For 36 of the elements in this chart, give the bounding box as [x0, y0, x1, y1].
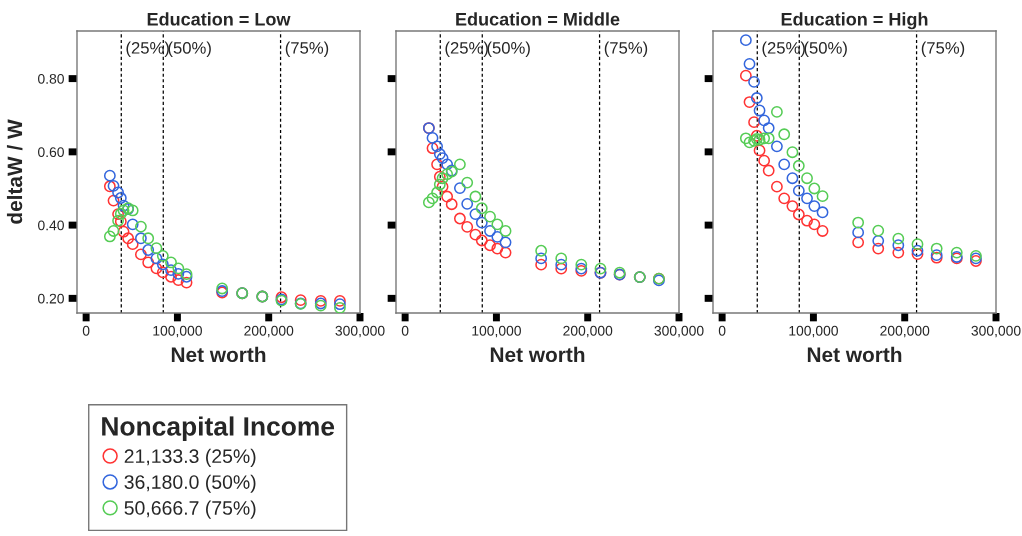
y-tick-label: 0.40: [38, 220, 64, 231]
legend-label: 36,180.0 (50%): [124, 474, 256, 493]
chart-title: Education = Middle: [456, 12, 620, 26]
x-tick-label: 200,000: [244, 325, 294, 338]
x-tick-label: 200,000: [880, 325, 930, 338]
annotation: (25%): [126, 41, 169, 58]
y-tick-label: 0.60: [38, 147, 64, 158]
legend-label: 21,133.3 (25%): [124, 448, 256, 467]
x-axis-title: Net worth: [807, 346, 902, 363]
x-tick-label: 100,000: [789, 325, 838, 338]
annotation: (50%): [804, 41, 847, 58]
x-tick-label: 200,000: [563, 325, 613, 338]
annotation: (75%): [604, 41, 648, 58]
x-tick-label: 300,000: [971, 325, 1021, 338]
x-tick-label: 0: [718, 325, 726, 336]
x-tick-label: 300,000: [335, 325, 385, 338]
annotation: (25%): [762, 41, 805, 58]
x-axis-title: Net worth: [490, 346, 585, 363]
x-tick-label: 0: [82, 325, 90, 336]
legend-label: 50,666.7 (75%): [124, 500, 256, 519]
x-axis-title: Net worth: [171, 346, 266, 363]
y-tick-label: 0.80: [38, 73, 64, 84]
annotation: (50%): [168, 41, 211, 58]
y-axis-title: deltaW / W: [6, 119, 23, 224]
x-tick-label: 0: [401, 325, 409, 336]
annotation: (75%): [285, 41, 329, 58]
x-tick-label: 100,000: [472, 325, 521, 338]
chart-title: Education = High: [781, 12, 928, 30]
legend-title: Noncapital Income: [102, 416, 335, 441]
annotation: (50%): [487, 41, 530, 58]
x-tick-label: 100,000: [153, 325, 202, 338]
annotation: (75%): [921, 41, 965, 58]
chart-title: Education = Low: [147, 12, 291, 26]
annotation: (25%): [445, 41, 488, 58]
x-tick-label: 300,000: [654, 325, 704, 338]
y-tick-label: 0.20: [38, 293, 64, 304]
